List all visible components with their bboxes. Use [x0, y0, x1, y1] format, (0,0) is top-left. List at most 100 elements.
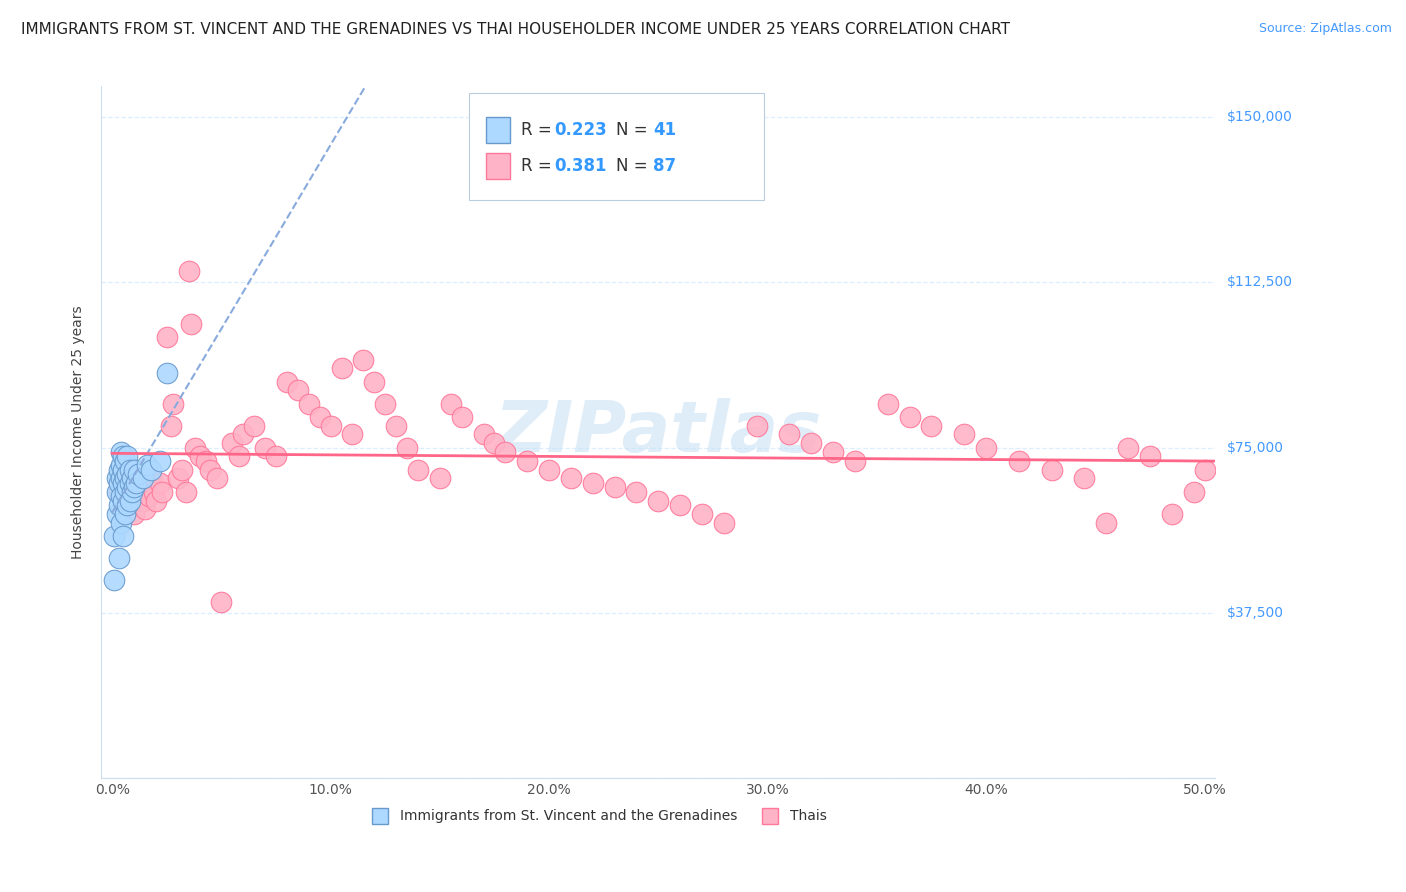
Point — [122, 480, 145, 494]
Point — [582, 475, 605, 490]
Point — [112, 493, 135, 508]
Point — [1160, 507, 1182, 521]
Point — [129, 475, 152, 490]
Point — [105, 484, 128, 499]
Point — [200, 463, 222, 477]
Point — [898, 409, 921, 424]
Point — [125, 475, 148, 490]
Point — [177, 264, 200, 278]
Point — [112, 475, 135, 490]
Point — [1073, 471, 1095, 485]
Text: 87: 87 — [652, 157, 676, 175]
Text: $75,000: $75,000 — [1226, 441, 1284, 455]
Point — [105, 507, 128, 521]
Point — [745, 418, 768, 433]
Point — [626, 484, 648, 499]
Text: 0.223: 0.223 — [555, 121, 607, 139]
Point — [114, 471, 136, 485]
Y-axis label: Householder Income Under 25 years: Householder Income Under 25 years — [72, 305, 86, 559]
Point — [205, 471, 228, 485]
Point — [494, 445, 516, 459]
Point — [110, 458, 132, 473]
Point — [125, 471, 148, 485]
Point — [149, 454, 172, 468]
Point — [406, 463, 429, 477]
Point — [149, 475, 172, 490]
Point — [121, 471, 143, 485]
Point — [516, 454, 538, 468]
Point — [363, 375, 385, 389]
Point — [103, 529, 125, 543]
FancyBboxPatch shape — [485, 117, 510, 143]
FancyBboxPatch shape — [470, 94, 765, 201]
Point — [276, 375, 298, 389]
Point — [170, 463, 193, 477]
Point — [396, 441, 419, 455]
Point — [112, 493, 135, 508]
Point — [195, 454, 218, 468]
Point — [342, 427, 364, 442]
Text: Immigrants from St. Vincent and the Grenadines: Immigrants from St. Vincent and the Gren… — [399, 809, 737, 823]
Point — [132, 493, 155, 508]
Text: R =: R = — [522, 121, 557, 139]
Text: Source: ZipAtlas.com: Source: ZipAtlas.com — [1258, 22, 1392, 36]
Point — [121, 484, 143, 499]
Point — [112, 529, 135, 543]
Point — [156, 330, 179, 344]
Point — [121, 489, 143, 503]
Point — [141, 463, 163, 477]
Point — [374, 396, 396, 410]
Point — [110, 489, 132, 503]
Point — [110, 471, 132, 485]
Text: 0.381: 0.381 — [555, 157, 607, 175]
Point — [166, 471, 188, 485]
Point — [112, 450, 135, 464]
Point — [974, 441, 997, 455]
Point — [107, 463, 129, 477]
Point — [103, 573, 125, 587]
Point — [603, 480, 626, 494]
Point — [138, 489, 160, 503]
Point — [308, 409, 330, 424]
Point — [118, 475, 141, 490]
Point — [287, 384, 309, 398]
Point — [141, 471, 163, 485]
Point — [221, 436, 243, 450]
Text: R =: R = — [522, 157, 557, 175]
Point — [298, 396, 321, 410]
Point — [110, 445, 132, 459]
Point — [713, 516, 735, 530]
Point — [117, 480, 139, 494]
Point — [209, 595, 232, 609]
Point — [778, 427, 800, 442]
Point — [1008, 454, 1031, 468]
Point — [107, 475, 129, 490]
Point — [560, 471, 582, 485]
Point — [1139, 450, 1161, 464]
Point — [243, 418, 266, 433]
Point — [1095, 516, 1118, 530]
Point — [844, 454, 866, 468]
Point — [117, 498, 139, 512]
Point — [162, 396, 184, 410]
Point — [254, 441, 277, 455]
Point — [127, 467, 149, 481]
Point — [110, 516, 132, 530]
Point — [180, 318, 202, 332]
FancyBboxPatch shape — [485, 153, 510, 179]
Point — [112, 463, 135, 477]
Point — [228, 450, 250, 464]
Text: IMMIGRANTS FROM ST. VINCENT AND THE GRENADINES VS THAI HOUSEHOLDER INCOME UNDER : IMMIGRANTS FROM ST. VINCENT AND THE GREN… — [21, 22, 1010, 37]
Point — [319, 418, 342, 433]
Point — [150, 484, 173, 499]
Point — [122, 463, 145, 477]
Point — [114, 507, 136, 521]
Point — [114, 484, 136, 499]
Point — [160, 418, 183, 433]
Point — [136, 480, 159, 494]
Point — [107, 498, 129, 512]
Text: $37,500: $37,500 — [1226, 606, 1284, 620]
Point — [1040, 463, 1063, 477]
Point — [920, 418, 942, 433]
Text: N =: N = — [616, 157, 652, 175]
